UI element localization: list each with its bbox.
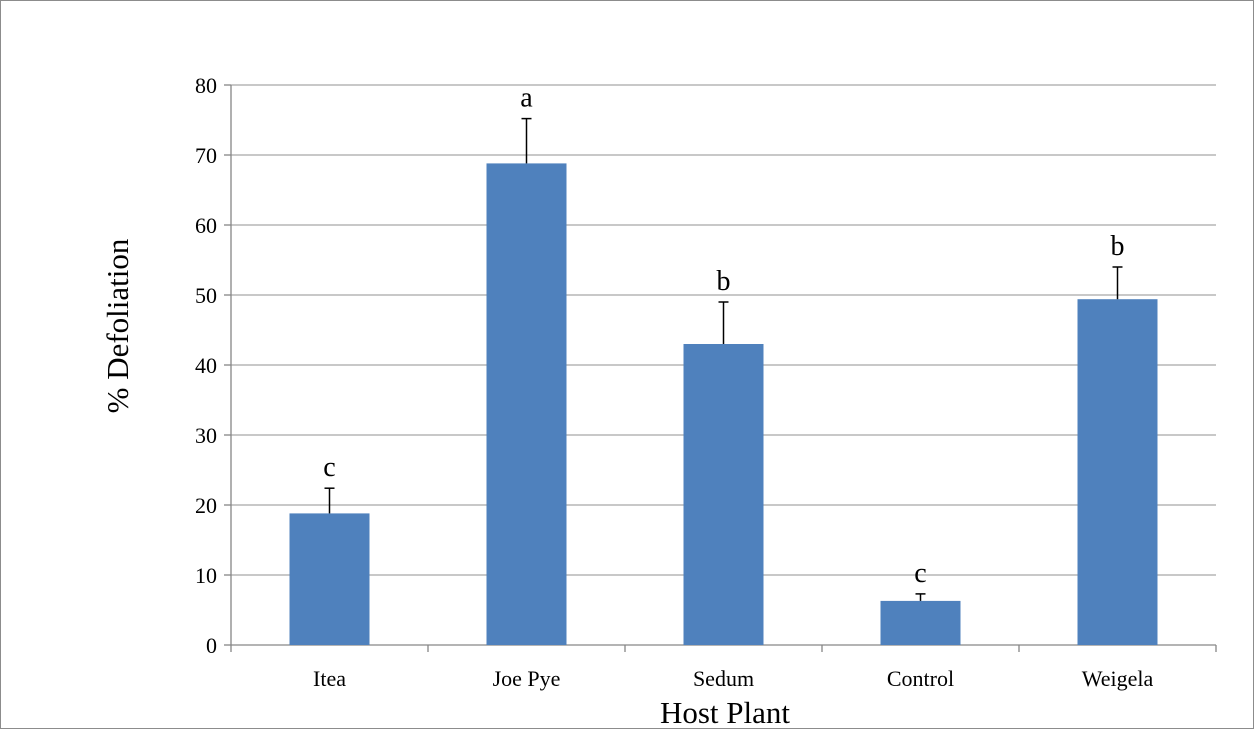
x-category-label: Weigela bbox=[1082, 666, 1154, 691]
bar-weigela bbox=[1077, 299, 1158, 645]
error-bars bbox=[324, 117, 1123, 601]
significance-letter: b bbox=[1111, 231, 1125, 262]
y-tick-label: 0 bbox=[206, 633, 217, 658]
bar-control bbox=[880, 600, 961, 645]
y-tick-label: 80 bbox=[195, 73, 217, 98]
y-tick-label: 30 bbox=[195, 423, 217, 448]
y-tick-label: 50 bbox=[195, 283, 217, 308]
x-category-label: Joe Pye bbox=[493, 666, 561, 691]
y-axis-title: % Defoliation bbox=[100, 238, 135, 413]
x-category-label: Itea bbox=[313, 666, 346, 691]
bar-sedum bbox=[683, 344, 764, 645]
x-category-label: Control bbox=[887, 666, 954, 691]
y-tick-label: 20 bbox=[195, 493, 217, 518]
labels: 0 10 20 30 40 50 60 70 80 Itea c Joe Pye a Sedum b Cont… bbox=[195, 73, 1153, 691]
significance-letter: a bbox=[520, 83, 533, 114]
y-tick-label: 10 bbox=[195, 563, 217, 588]
x-category-label: Sedum bbox=[693, 666, 754, 691]
y-tick-label: 70 bbox=[195, 143, 217, 168]
significance-letter: c bbox=[914, 558, 926, 589]
bar-itea bbox=[289, 513, 370, 645]
x-axis-title: Host Plant bbox=[660, 695, 790, 728]
significance-letter: c bbox=[323, 452, 335, 483]
significance-letter: b bbox=[717, 266, 731, 297]
y-tick-label: 40 bbox=[195, 353, 217, 378]
y-tick-label: 60 bbox=[195, 213, 217, 238]
bar-joe-pye bbox=[486, 163, 567, 645]
bars bbox=[289, 163, 1158, 645]
